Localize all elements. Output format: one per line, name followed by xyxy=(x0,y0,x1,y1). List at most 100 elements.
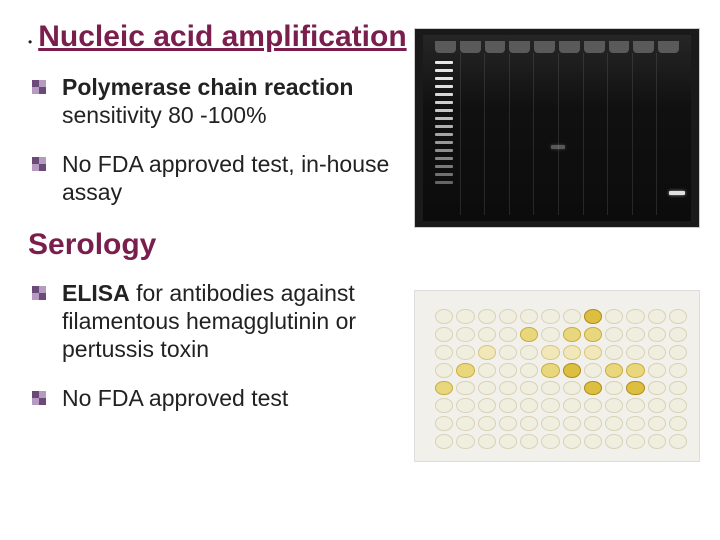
elisa-well xyxy=(456,434,474,449)
elisa-well xyxy=(605,381,623,396)
bullet-elisa: ELISA for antibodies against filamentous… xyxy=(32,280,412,363)
elisa-well xyxy=(626,416,644,431)
elisa-well xyxy=(648,345,666,360)
bullet-pcr: Polymerase chain reaction sensitivity 80… xyxy=(32,74,412,129)
elisa-well xyxy=(626,345,644,360)
elisa-well xyxy=(648,434,666,449)
elisa-well xyxy=(520,327,538,342)
elisa-well xyxy=(563,416,581,431)
gel-well xyxy=(609,41,630,53)
elisa-well xyxy=(478,345,496,360)
elisa-well xyxy=(669,309,687,324)
elisa-well xyxy=(563,398,581,413)
elisa-well xyxy=(605,363,623,378)
elisa-well xyxy=(456,345,474,360)
elisa-well xyxy=(584,416,602,431)
elisa-well xyxy=(605,309,623,324)
elisa-well xyxy=(563,309,581,324)
bullet-pcr-bold: Polymerase chain reaction xyxy=(62,74,353,100)
elisa-well xyxy=(478,327,496,342)
heading-serology: Serology xyxy=(28,228,428,262)
gel-band-bright xyxy=(669,191,685,195)
elisa-well xyxy=(435,398,453,413)
elisa-well xyxy=(669,434,687,449)
bullet-no-fda-1: No FDA approved test, in-house assay xyxy=(32,151,412,206)
gel-well xyxy=(435,41,456,53)
elisa-well xyxy=(520,416,538,431)
bullet-elisa-bold: ELISA xyxy=(62,280,130,306)
section-nucleic-list: Polymerase chain reaction sensitivity 80… xyxy=(32,74,428,206)
elisa-well xyxy=(499,363,517,378)
elisa-well xyxy=(456,416,474,431)
elisa-well xyxy=(584,327,602,342)
elisa-well xyxy=(435,345,453,360)
elisa-well xyxy=(541,363,559,378)
elisa-well xyxy=(584,309,602,324)
elisa-well xyxy=(563,327,581,342)
elisa-well xyxy=(520,434,538,449)
elisa-well xyxy=(669,327,687,342)
elisa-well xyxy=(605,416,623,431)
elisa-well xyxy=(563,381,581,396)
elisa-well xyxy=(584,363,602,378)
elisa-well xyxy=(541,381,559,396)
elisa-well xyxy=(478,381,496,396)
elisa-well xyxy=(499,416,517,431)
bullet-no-fda-1-rest: No FDA approved test, in-house assay xyxy=(62,151,389,205)
elisa-well xyxy=(478,309,496,324)
elisa-well xyxy=(541,345,559,360)
elisa-well xyxy=(435,309,453,324)
gel-well xyxy=(460,41,481,53)
gel-well xyxy=(658,41,679,53)
elisa-well xyxy=(478,416,496,431)
bullet-pcr-rest: sensitivity 80 -100% xyxy=(62,102,267,128)
elisa-well xyxy=(541,398,559,413)
gel-well-row xyxy=(435,41,679,53)
elisa-well xyxy=(520,309,538,324)
elisa-well xyxy=(456,309,474,324)
gel-ladder xyxy=(435,61,453,189)
elisa-well xyxy=(520,363,538,378)
elisa-well xyxy=(605,327,623,342)
elisa-well xyxy=(478,434,496,449)
elisa-well xyxy=(648,398,666,413)
elisa-well xyxy=(541,434,559,449)
elisa-well xyxy=(541,416,559,431)
elisa-well xyxy=(520,345,538,360)
elisa-well xyxy=(669,381,687,396)
elisa-well xyxy=(626,398,644,413)
elisa-well xyxy=(584,381,602,396)
gel-image xyxy=(414,28,700,228)
elisa-well xyxy=(456,381,474,396)
elisa-well xyxy=(478,398,496,413)
elisa-well xyxy=(626,309,644,324)
elisa-well xyxy=(584,398,602,413)
gel-well xyxy=(509,41,530,53)
elisa-well xyxy=(605,398,623,413)
elisa-well xyxy=(648,363,666,378)
elisa-well xyxy=(605,345,623,360)
elisa-well xyxy=(520,381,538,396)
elisa-well xyxy=(499,309,517,324)
elisa-well xyxy=(435,363,453,378)
elisa-well xyxy=(499,345,517,360)
page-title: • Nucleic acid amplification xyxy=(28,20,428,54)
elisa-plate xyxy=(414,290,700,462)
elisa-well xyxy=(626,363,644,378)
elisa-well xyxy=(648,416,666,431)
elisa-well xyxy=(626,327,644,342)
gel-well xyxy=(534,41,555,53)
elisa-well xyxy=(626,434,644,449)
title-bullet-dot: • xyxy=(28,35,32,49)
gel-well xyxy=(633,41,654,53)
bullet-no-fda-2: No FDA approved test xyxy=(32,385,412,413)
elisa-well xyxy=(626,381,644,396)
elisa-well xyxy=(563,363,581,378)
elisa-well xyxy=(584,434,602,449)
gel-band-faint xyxy=(551,145,565,149)
elisa-well xyxy=(520,398,538,413)
elisa-well xyxy=(648,381,666,396)
gel-well xyxy=(559,41,580,53)
elisa-well xyxy=(669,398,687,413)
elisa-well xyxy=(456,363,474,378)
